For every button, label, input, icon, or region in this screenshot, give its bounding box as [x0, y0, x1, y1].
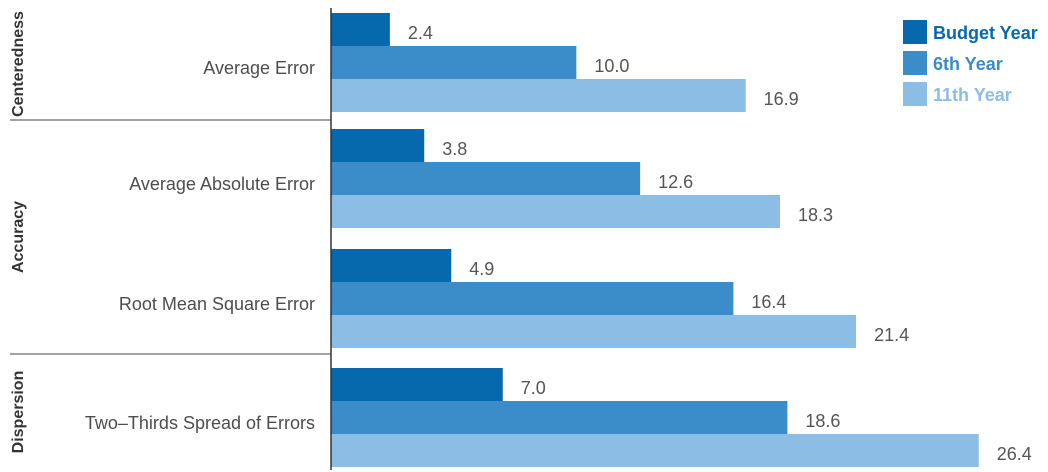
value-label-budget-year-two-thirds-spread-of-errors: 7.0 — [521, 378, 546, 398]
category-labels: Average Error Average Absolute Error Root … — [85, 58, 315, 433]
category-label-average-absolute-error: Average Absolute Error — [129, 174, 315, 194]
bar-6th-year-average-error — [331, 46, 577, 79]
bar-11th-year-average-error — [331, 79, 746, 112]
legend-swatch-11th-year — [903, 82, 927, 106]
legend-swatch-budget-year — [903, 20, 927, 44]
legend-label-11th-year: 11th Year — [933, 85, 1012, 105]
value-label-budget-year-average-error: 2.4 — [408, 23, 433, 43]
value-label-11th-year-average-absolute-error: 18.3 — [798, 205, 833, 225]
value-label-6th-year-average-absolute-error: 12.6 — [658, 172, 693, 192]
value-label-budget-year-root-mean-square-error: 4.9 — [469, 259, 494, 279]
legend-swatch-6th-year — [903, 51, 927, 75]
bars — [331, 13, 979, 467]
bar-6th-year-two-thirds-spread-of-errors — [331, 401, 788, 434]
group-separators — [10, 119, 331, 355]
bar-budget-year-average-absolute-error — [331, 129, 425, 162]
value-label-11th-year-average-error: 16.9 — [764, 89, 799, 109]
group-label-accuracy: Accuracy — [10, 201, 27, 273]
value-labels: 2.4 10.0 16.9 3.8 12.6 18.3 4.9 16.4 21.4 7.0 18.6… — [408, 23, 1032, 464]
group-labels: Centeredness Accuracy Dispersion — [10, 11, 27, 453]
group-label-centeredness: Centeredness — [10, 11, 27, 117]
group-label-dispersion: Dispersion — [10, 371, 27, 454]
value-label-budget-year-average-absolute-error: 3.8 — [442, 139, 467, 159]
bar-11th-year-two-thirds-spread-of-errors — [331, 434, 979, 467]
category-label-root-mean-square-error: Root Mean Square Error — [119, 294, 315, 314]
category-label-two-thirds-spread-of-errors: Two–Thirds Spread of Errors — [85, 413, 315, 433]
value-label-6th-year-root-mean-square-error: 16.4 — [751, 292, 786, 312]
bar-6th-year-average-absolute-error — [331, 162, 641, 195]
bar-budget-year-root-mean-square-error — [331, 249, 452, 282]
value-label-6th-year-two-thirds-spread-of-errors: 18.6 — [805, 411, 840, 431]
bar-11th-year-root-mean-square-error — [331, 315, 857, 348]
legend: Budget Year 6th Year 11th Year — [903, 20, 1038, 106]
bar-budget-year-two-thirds-spread-of-errors — [331, 368, 503, 401]
bar-11th-year-average-absolute-error — [331, 195, 781, 228]
value-label-11th-year-two-thirds-spread-of-errors: 26.4 — [997, 444, 1032, 464]
value-label-11th-year-root-mean-square-error: 21.4 — [874, 325, 909, 345]
value-label-6th-year-average-error: 10.0 — [594, 56, 629, 76]
category-label-average-error: Average Error — [203, 58, 315, 78]
bar-budget-year-average-error — [331, 13, 390, 46]
legend-label-6th-year: 6th Year — [933, 54, 1003, 74]
bar-6th-year-root-mean-square-error — [331, 282, 734, 315]
legend-label-budget-year: Budget Year — [933, 23, 1038, 43]
